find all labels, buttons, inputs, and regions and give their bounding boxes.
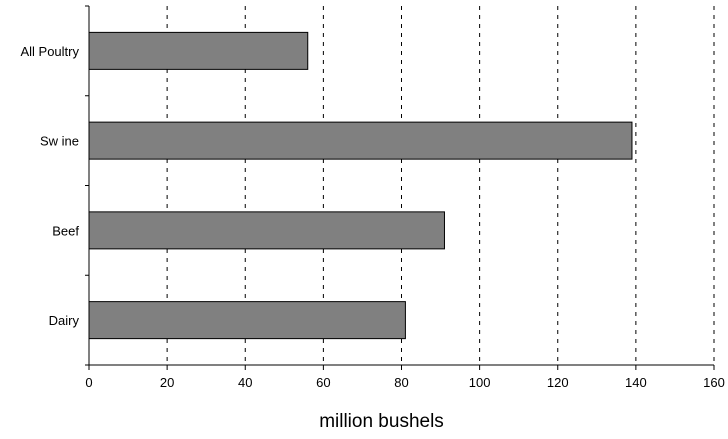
bar xyxy=(88,121,633,160)
x-tick-label: 120 xyxy=(547,375,569,390)
axes xyxy=(85,5,715,370)
x-tick-label: 0 xyxy=(85,375,92,390)
x-tick-label: 100 xyxy=(469,375,491,390)
category-label: Dairy xyxy=(49,313,80,328)
bar xyxy=(88,31,309,70)
x-tick-label: 80 xyxy=(394,375,408,390)
x-tick-label: 140 xyxy=(625,375,647,390)
bar xyxy=(88,211,445,250)
category-label: All Poultry xyxy=(20,44,79,59)
category-label: Sw ine xyxy=(40,134,79,149)
bars xyxy=(88,31,633,340)
x-tick-label: 40 xyxy=(238,375,252,390)
category-label: Beef xyxy=(52,223,79,238)
bar xyxy=(88,301,406,340)
category-labels: All Poultry Sw ine Beef Dairy xyxy=(20,44,79,328)
x-tick-label: 60 xyxy=(316,375,330,390)
x-tick-labels: 0 20 40 60 80 100 120 140 160 xyxy=(85,375,724,390)
x-tick-label: 160 xyxy=(703,375,725,390)
x-axis-title: million bushels xyxy=(319,411,444,432)
x-tick-label: 20 xyxy=(160,375,174,390)
